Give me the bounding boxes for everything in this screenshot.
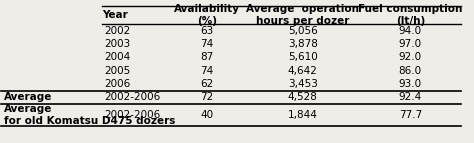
Text: 4,642: 4,642 [288, 66, 318, 76]
Text: 2002: 2002 [105, 26, 131, 36]
Text: 5,610: 5,610 [288, 52, 318, 62]
Text: 92.0: 92.0 [399, 52, 422, 62]
Text: Average  operation
hours per dozer: Average operation hours per dozer [246, 4, 359, 26]
Text: 2002-2006: 2002-2006 [105, 110, 161, 120]
Text: 74: 74 [200, 66, 213, 76]
Text: Average
for old Komatsu D475 dozers: Average for old Komatsu D475 dozers [4, 104, 175, 126]
Text: Year: Year [102, 10, 128, 20]
Text: Average: Average [4, 92, 52, 102]
Text: 87: 87 [200, 52, 213, 62]
Text: 92.4: 92.4 [399, 92, 422, 102]
Text: 40: 40 [200, 110, 213, 120]
Text: 86.0: 86.0 [399, 66, 422, 76]
Text: 3,453: 3,453 [288, 79, 318, 89]
Text: 3,878: 3,878 [288, 39, 318, 49]
Text: 2005: 2005 [105, 66, 131, 76]
Text: 94.0: 94.0 [399, 26, 422, 36]
Text: 2006: 2006 [105, 79, 131, 89]
Text: 2004: 2004 [105, 52, 131, 62]
Text: 5,056: 5,056 [288, 26, 318, 36]
Text: 2003: 2003 [105, 39, 131, 49]
Text: 97.0: 97.0 [399, 39, 422, 49]
Text: 72: 72 [200, 92, 213, 102]
Text: 4,528: 4,528 [288, 92, 318, 102]
Text: Fuel consumption
(lt/h): Fuel consumption (lt/h) [358, 4, 463, 26]
Text: 62: 62 [200, 79, 213, 89]
Text: 63: 63 [200, 26, 213, 36]
Text: 93.0: 93.0 [399, 79, 422, 89]
Text: Availability
(%): Availability (%) [173, 4, 240, 26]
Text: 1,844: 1,844 [288, 110, 318, 120]
Text: 74: 74 [200, 39, 213, 49]
Text: 2002-2006: 2002-2006 [105, 92, 161, 102]
Text: 77.7: 77.7 [399, 110, 422, 120]
